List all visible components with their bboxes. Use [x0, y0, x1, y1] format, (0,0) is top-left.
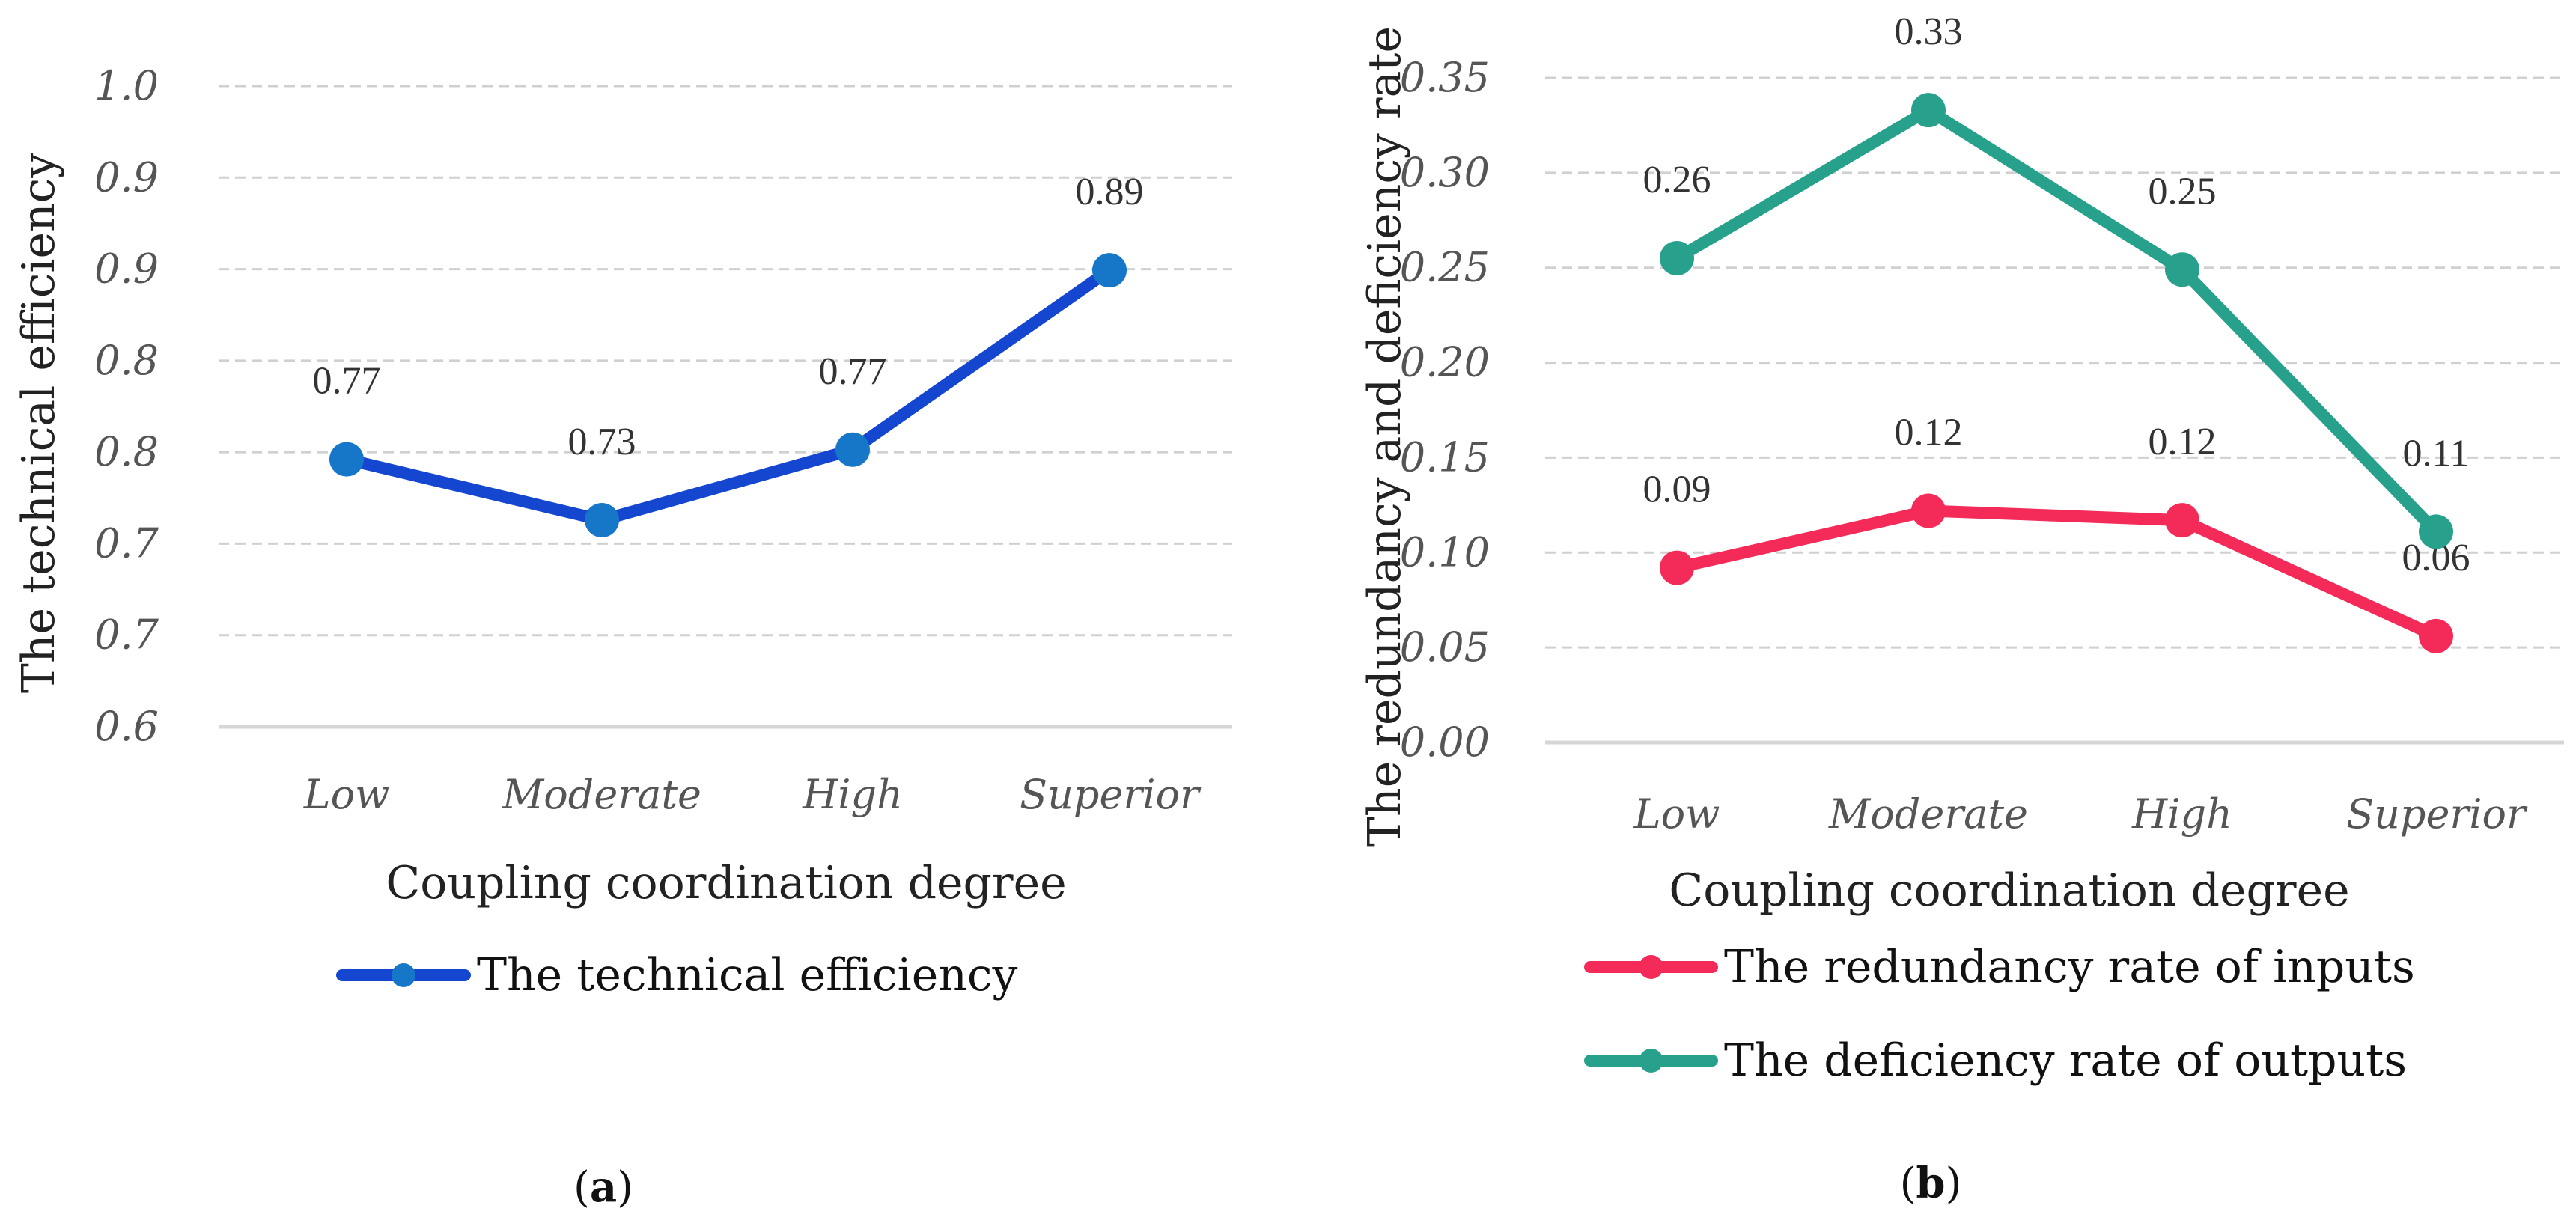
data-point — [1911, 493, 1946, 528]
x-category-label: High — [2131, 790, 2232, 838]
x-category-label: Moderate — [1828, 790, 2028, 838]
data-label: 0.11 — [2402, 432, 2469, 475]
data-label: 0.77 — [819, 350, 887, 393]
data-point — [1660, 550, 1694, 585]
data-point — [2419, 618, 2453, 653]
panel-caption-letter: b — [1916, 1159, 1945, 1208]
y-tick-label: 0.15 — [1400, 433, 1490, 481]
legend-marker-icon — [1639, 955, 1663, 979]
legend-label: The redundancy rate of inputs — [1724, 941, 2415, 993]
chart-panel-a: 0.6 0.7 0.7 0.8 0.8 0.9 0.9 1.0 Low Moderate High S… — [13, 62, 1232, 1212]
y-tick-label: 0.05 — [1400, 623, 1490, 671]
y-tick-label: 0.6 — [94, 703, 159, 750]
y-tick-label: 0.8 — [94, 428, 159, 475]
panel-caption-paren: ( — [573, 1163, 590, 1212]
y-tick-label: 1.0 — [94, 62, 159, 109]
data-label: 0.25 — [2149, 170, 2217, 213]
x-category-label: Low — [1633, 790, 1720, 838]
panel-caption: (b) — [1900, 1159, 1962, 1208]
data-point — [2419, 514, 2453, 549]
y-tick-label: 0.20 — [1400, 339, 1490, 386]
panel-caption-letter: a — [590, 1162, 617, 1212]
panel-caption: (a) — [573, 1162, 633, 1212]
data-label: 0.73 — [568, 421, 636, 463]
y-tick-label: 0.8 — [94, 337, 159, 384]
legend-marker-icon — [1639, 1049, 1663, 1073]
data-point — [1092, 253, 1127, 288]
y-axis-title: The redundancy and deficiency rate — [1359, 26, 1411, 847]
y-axis-title: The technical efficiency — [13, 153, 65, 693]
panel-caption-paren: ) — [1946, 1159, 1962, 1208]
data-label: 0.89 — [1076, 171, 1144, 213]
y-tick-label: 0.30 — [1400, 149, 1490, 196]
data-label: 0.09 — [1643, 469, 1711, 511]
y-tick-label: 0.9 — [94, 153, 159, 201]
series-line — [1671, 104, 2442, 538]
x-category-label: High — [802, 771, 903, 818]
y-tick-label: 0.35 — [1400, 54, 1490, 101]
x-category-label: Superior — [1020, 771, 1202, 818]
x-axis-title: Coupling coordination degree — [1669, 864, 2349, 917]
data-label: 0.12 — [1895, 411, 1963, 454]
legend-marker-icon — [392, 963, 415, 987]
x-category-label: Low — [303, 771, 390, 818]
data-point — [2165, 503, 2199, 538]
x-category-label: Moderate — [502, 771, 701, 818]
chart-panel-b: 0.00 0.05 0.10 0.15 0.20 0.25 0.30 0.35 Low Moder… — [1359, 10, 2564, 1208]
y-tick-label: 0.7 — [94, 611, 159, 659]
series-line — [1671, 504, 2442, 642]
data-label: 0.26 — [1643, 159, 1711, 201]
data-label: 0.12 — [2149, 421, 2217, 463]
data-point — [2165, 252, 2199, 287]
y-tick-label: 0.10 — [1400, 528, 1490, 576]
data-point — [1660, 241, 1694, 276]
data-point — [585, 502, 619, 537]
data-label: 0.77 — [313, 360, 381, 403]
data-point — [835, 432, 870, 467]
data-point — [329, 442, 364, 477]
y-tick-label: 0.9 — [94, 245, 159, 293]
data-point — [1911, 93, 1946, 128]
series-line — [341, 264, 1115, 526]
legend-label: The technical efficiency — [477, 949, 1017, 1001]
y-tick-label: 0.00 — [1400, 719, 1490, 766]
data-label: 0.33 — [1895, 10, 1963, 53]
panel-caption-paren: ( — [1900, 1159, 1916, 1208]
x-category-label: Superior — [2346, 790, 2528, 838]
y-tick-label: 0.25 — [1400, 244, 1490, 291]
legend-label: The deficiency rate of outputs — [1724, 1034, 2407, 1087]
panel-caption-paren: ) — [617, 1163, 633, 1212]
x-axis-title: Coupling coordination degree — [386, 857, 1066, 909]
y-tick-label: 0.7 — [94, 519, 159, 567]
